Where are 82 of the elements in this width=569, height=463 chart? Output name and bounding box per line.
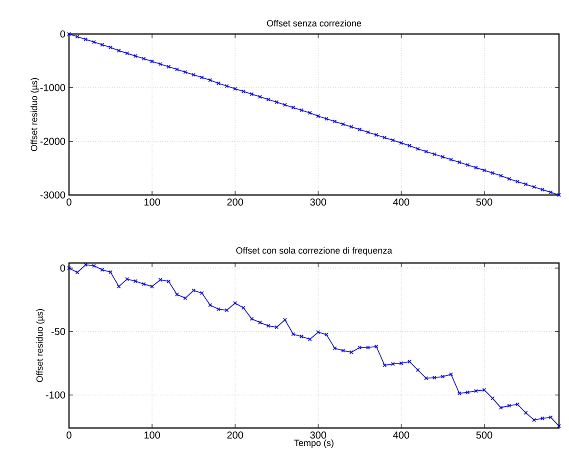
point	[432, 376, 436, 380]
point	[150, 284, 154, 288]
point	[382, 136, 387, 140]
point	[274, 100, 279, 104]
point	[524, 410, 528, 415]
point	[490, 171, 495, 175]
point	[125, 51, 130, 56]
point	[224, 308, 229, 312]
point	[133, 54, 138, 58]
point	[208, 78, 212, 82]
point	[208, 303, 212, 308]
point	[92, 40, 96, 44]
point	[507, 404, 512, 408]
point	[332, 346, 337, 350]
x-tick-label: 400	[393, 198, 410, 206]
y-tick-label: 0	[60, 264, 66, 272]
x-tick-label: 100	[144, 198, 160, 206]
y-tick-label: -50	[51, 328, 66, 336]
point	[100, 42, 104, 47]
point	[548, 415, 553, 420]
point	[498, 174, 503, 178]
point	[84, 37, 88, 42]
point	[75, 34, 80, 39]
point	[366, 346, 370, 350]
point	[532, 184, 536, 189]
point	[524, 182, 528, 186]
chart-title: Offset con sola correzione di frequenza	[236, 247, 392, 256]
x-tick-label: 300	[310, 432, 326, 439]
y-tick-label: -2000	[40, 138, 66, 145]
point	[324, 332, 328, 337]
x-tick-label: 0	[66, 432, 72, 439]
point	[416, 146, 420, 151]
point	[250, 316, 254, 321]
point	[108, 45, 112, 50]
point	[166, 279, 171, 284]
point	[175, 292, 179, 296]
y-tick-label: -3000	[40, 191, 66, 199]
point	[466, 390, 470, 394]
chart-title: Offset senza correzione	[266, 20, 362, 26]
y-axis-title: Offset residuo (µs)	[30, 78, 40, 152]
point	[548, 190, 553, 194]
x-tick-label: 200	[227, 198, 244, 206]
x-axis-title: Tempo (s)	[294, 439, 334, 448]
x-tick-label: 500	[476, 198, 492, 206]
point	[233, 301, 238, 306]
point	[457, 391, 462, 396]
point	[516, 180, 520, 184]
point	[100, 268, 104, 272]
point	[300, 334, 304, 338]
point	[449, 158, 453, 162]
x-tick-label: 400	[393, 432, 410, 439]
point	[116, 48, 121, 53]
point	[308, 110, 312, 115]
point	[498, 406, 503, 410]
point	[482, 168, 486, 172]
x-tick-label: 500	[476, 432, 492, 439]
point	[308, 337, 312, 342]
point	[474, 388, 478, 393]
point	[200, 291, 204, 296]
x-tick-label: 100	[144, 432, 160, 439]
point	[316, 330, 320, 334]
y-tick-label: 0	[60, 30, 66, 38]
point	[241, 89, 246, 94]
point	[341, 348, 346, 353]
point	[399, 361, 404, 366]
y-tick-label: -100	[46, 391, 66, 399]
x-tick-label: 200	[227, 432, 244, 439]
y-tick-label: -1000	[40, 84, 66, 92]
point	[266, 324, 270, 328]
point	[125, 277, 130, 282]
point	[175, 67, 179, 72]
point	[390, 362, 395, 366]
point	[540, 416, 544, 420]
x-tick-label: 300	[310, 198, 326, 206]
point	[192, 288, 196, 292]
y-axis-title: Offset residuo (µs)	[36, 309, 45, 382]
point	[258, 320, 262, 324]
point	[540, 188, 544, 192]
point	[291, 332, 296, 336]
point	[316, 114, 320, 118]
point	[349, 124, 354, 129]
x-tick-label: 0	[66, 198, 72, 206]
